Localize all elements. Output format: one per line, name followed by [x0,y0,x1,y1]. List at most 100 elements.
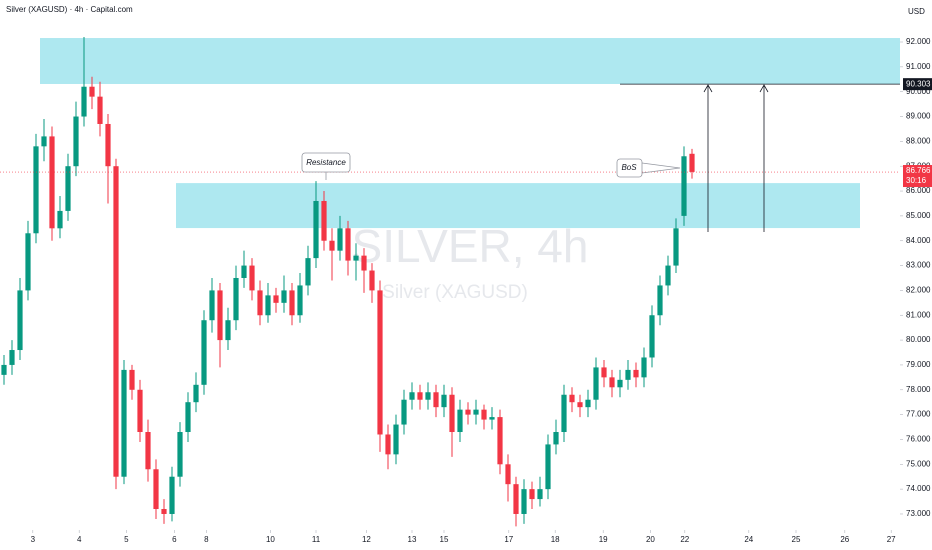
callout-pointer [641,162,681,174]
candle-body [65,166,71,211]
candle-body [473,409,479,415]
candle-body [569,394,575,403]
candle-body [105,123,111,167]
candle-body [417,392,423,400]
x-tick-label: 13 [408,535,417,544]
x-tick-label: 11 [312,535,321,544]
callout-box [301,152,351,173]
y-tick-label: 81.000 [906,310,931,319]
candle-body [9,350,15,365]
x-tick-label: 22 [680,535,689,544]
candle-body [641,357,647,378]
x-tick-label: 18 [551,535,560,544]
y-tick-label: 73.000 [906,509,931,518]
candle-body [193,384,199,403]
x-tick-label: 10 [266,535,275,544]
candle-body [201,320,207,385]
candle-body [665,265,671,286]
zones [40,38,903,229]
candle-body [49,136,55,229]
x-tick-label: 20 [646,535,655,544]
candle-body [217,290,223,341]
level-label-box [903,78,932,91]
candle-body [185,402,191,433]
y-tick-label: 83.000 [906,261,931,270]
x-tick-label: 8 [204,535,209,544]
candle-body [401,399,407,425]
candle-body [497,417,503,465]
watermark-subtitle: Silver (XAGUSD) [382,282,528,303]
candle-body [601,367,607,378]
last-price-label: 86.766 [906,166,931,175]
candle-body [545,444,551,490]
candle-body [241,265,247,278]
candle-body [681,156,687,216]
candle-body [457,409,463,433]
chart-title: Silver (XAGUSD) · 4h · Capital.com [6,5,133,14]
y-tick-label: 85.000 [906,211,931,220]
candle-body [329,240,335,251]
candle-body [617,379,623,388]
candle-body [145,432,151,470]
y-tick-label: 77.000 [906,410,931,419]
candle-body [81,86,87,117]
candle-body [369,270,375,291]
candle-body [385,434,391,455]
last-price-box [903,165,932,188]
candle-body [657,285,663,316]
candle-body [537,489,543,500]
arrow-head [703,84,713,93]
candle-body [353,255,359,261]
countdown: 30:16 [906,176,927,185]
candle-body [169,476,175,514]
level-label: 90.303 [906,79,931,88]
candle-body [361,255,367,271]
candle-body [177,432,183,477]
candle-body [337,228,343,251]
candle-body [561,394,567,433]
zone [176,183,860,229]
candle-body [89,86,95,97]
candle-body [409,392,415,400]
candle-body [97,96,103,124]
candle-body [121,369,127,477]
candle-body [377,290,383,435]
watermark: SILVER, 4h [352,220,589,272]
axes: 73.000 74.000 75.000 76.000 77.000 78.000 79.0… [31,37,932,544]
price-axis [900,0,932,550]
x-tick-label: 4 [77,535,82,544]
candle-body [249,265,255,291]
candle-body [689,153,695,172]
callout-box [616,158,643,178]
y-tick-label: 82.000 [906,286,931,295]
candle-body [433,392,439,408]
candle-body [505,464,511,485]
x-tick-label: 5 [124,535,129,544]
candle-body [257,290,263,316]
candle-body [577,402,583,408]
candle-body [73,116,79,167]
candle-body [233,277,239,321]
candle-body [153,469,159,510]
x-tick-label: 6 [172,535,177,544]
x-tick-label: 12 [362,535,371,544]
candle-body [425,392,431,400]
candle-body [313,200,319,259]
candle-body [481,409,487,420]
candle-body [489,417,495,420]
candle-body [129,369,135,390]
candle-body [513,484,519,514]
candle-body [633,369,639,378]
y-tick-label: 91.000 [906,62,931,71]
candle-body [625,369,631,380]
annotation: Resistance [306,158,346,167]
candle-body [529,489,535,500]
candle-body [209,290,215,321]
candle-body [553,432,559,445]
y-tick-label: 74.000 [906,484,931,493]
candle-body [321,200,327,241]
candle-body [393,424,399,455]
candle-body [649,315,655,358]
